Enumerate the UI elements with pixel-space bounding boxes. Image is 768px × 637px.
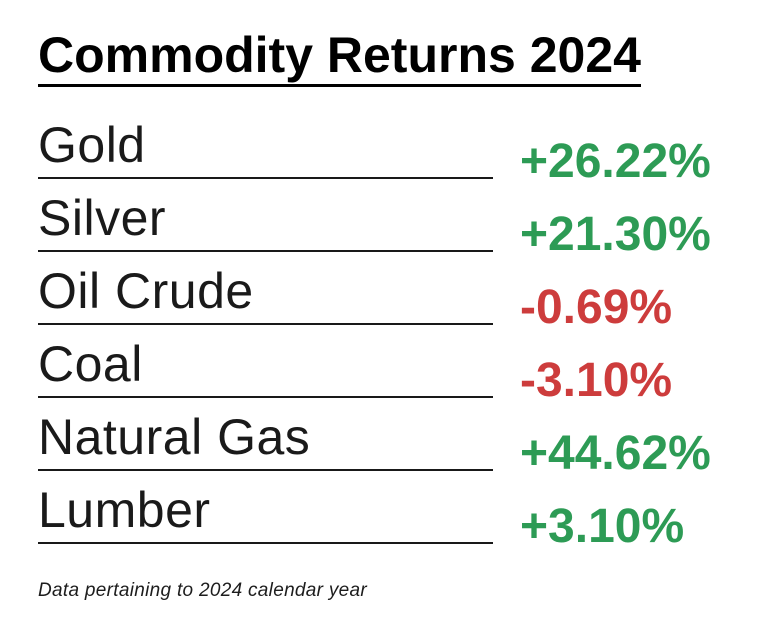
table-row: Coal -3.10% bbox=[38, 325, 768, 405]
table-row: Silver +21.30% bbox=[38, 179, 768, 259]
page-title: Commodity Returns 2024 bbox=[38, 30, 641, 87]
commodity-name: Gold bbox=[38, 117, 146, 173]
commodity-name: Oil Crude bbox=[38, 263, 254, 319]
table-row: Oil Crude -0.69% bbox=[38, 252, 768, 332]
commodity-name: Lumber bbox=[38, 482, 211, 538]
table-row: Natural Gas +44.62% bbox=[38, 398, 768, 478]
commodity-name: Natural Gas bbox=[38, 409, 311, 465]
commodity-label-cell: Natural Gas bbox=[38, 398, 493, 471]
commodity-label-cell: Lumber bbox=[38, 471, 493, 544]
commodity-label-cell: Gold bbox=[38, 106, 493, 179]
return-value: -3.10% bbox=[520, 354, 673, 407]
return-value: +3.10% bbox=[520, 500, 685, 553]
commodity-name: Silver bbox=[38, 190, 167, 246]
commodity-label-cell: Coal bbox=[38, 325, 493, 398]
returns-list: Gold +26.22% Silver +21.30% Oil Crude -0… bbox=[38, 106, 768, 551]
commodity-label-cell: Silver bbox=[38, 179, 493, 252]
commodity-name: Coal bbox=[38, 336, 143, 392]
table-row: Gold +26.22% bbox=[38, 106, 768, 186]
return-value: +44.62% bbox=[520, 427, 711, 480]
return-value: -0.69% bbox=[520, 281, 673, 334]
footnote: Data pertaining to 2024 calendar year bbox=[38, 580, 368, 601]
return-value: +26.22% bbox=[520, 135, 711, 188]
return-value: +21.30% bbox=[520, 208, 711, 261]
commodity-label-cell: Oil Crude bbox=[38, 252, 493, 325]
table-row: Lumber +3.10% bbox=[38, 471, 768, 551]
